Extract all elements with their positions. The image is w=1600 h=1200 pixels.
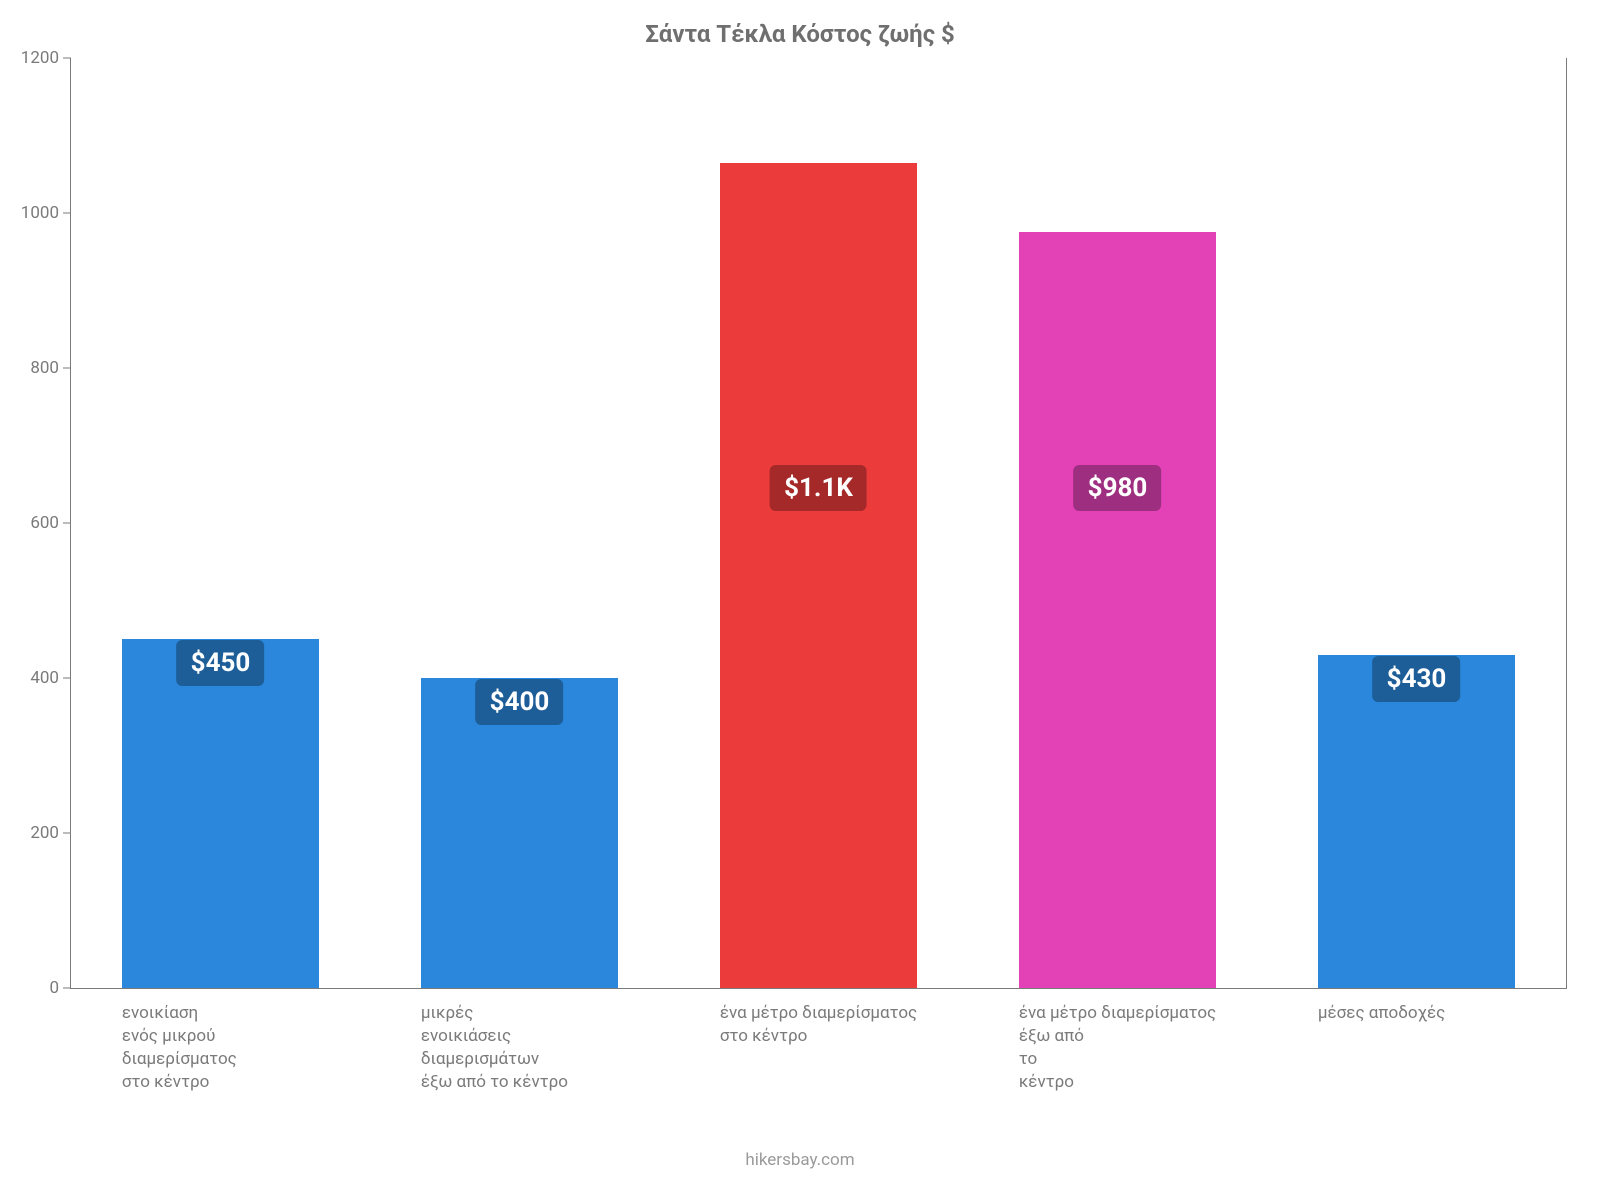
y-tick-label: 600	[30, 513, 59, 533]
y-tick-label: 1200	[21, 48, 59, 68]
y-tick-label: 400	[30, 668, 59, 688]
y-tick-label: 200	[30, 823, 59, 843]
chart-title: Σάντα Τέκλα Κόστος ζωής $	[0, 20, 1600, 48]
bar: $980	[1019, 232, 1216, 988]
y-tick-mark	[63, 368, 71, 369]
y-tick-label: 800	[30, 358, 59, 378]
y-tick-mark	[63, 58, 71, 59]
y-tick-mark	[63, 988, 71, 989]
bar-value-badge: $450	[177, 640, 265, 686]
plot-area: 020040060080010001200$450ενοικίασηενός μ…	[70, 58, 1567, 989]
bar-value-badge: $980	[1074, 465, 1162, 511]
x-tick-label: ένα μέτρο διαμερίσματοςέξω απότοκέντρο	[1019, 1002, 1249, 1094]
bar: $450	[122, 639, 319, 988]
bar-value-badge: $1.1K	[770, 465, 867, 511]
bar: $1.1K	[720, 163, 917, 988]
bar-value-badge: $430	[1373, 656, 1461, 702]
bar-value-badge: $400	[476, 679, 564, 725]
chart-footer: hikersbay.com	[0, 1150, 1600, 1170]
chart-container: Σάντα Τέκλα Κόστος ζωής $ 02004006008001…	[0, 0, 1600, 1200]
y-tick-label: 1000	[21, 203, 59, 223]
y-tick-mark	[63, 678, 71, 679]
x-tick-label: μέσες αποδοχές	[1318, 1002, 1548, 1025]
x-tick-label: ένα μέτρο διαμερίσματοςστο κέντρο	[720, 1002, 950, 1048]
bar: $400	[421, 678, 618, 988]
y-tick-mark	[63, 213, 71, 214]
y-tick-label: 0	[49, 978, 59, 998]
x-tick-label: ενοικίασηενός μικρούδιαμερίσματοςστο κέν…	[122, 1002, 352, 1094]
y-tick-mark	[63, 833, 71, 834]
y-tick-mark	[63, 523, 71, 524]
x-tick-label: μικρέςενοικιάσειςδιαμερισμάτωνέξω από το…	[421, 1002, 651, 1094]
bar: $430	[1318, 655, 1515, 988]
